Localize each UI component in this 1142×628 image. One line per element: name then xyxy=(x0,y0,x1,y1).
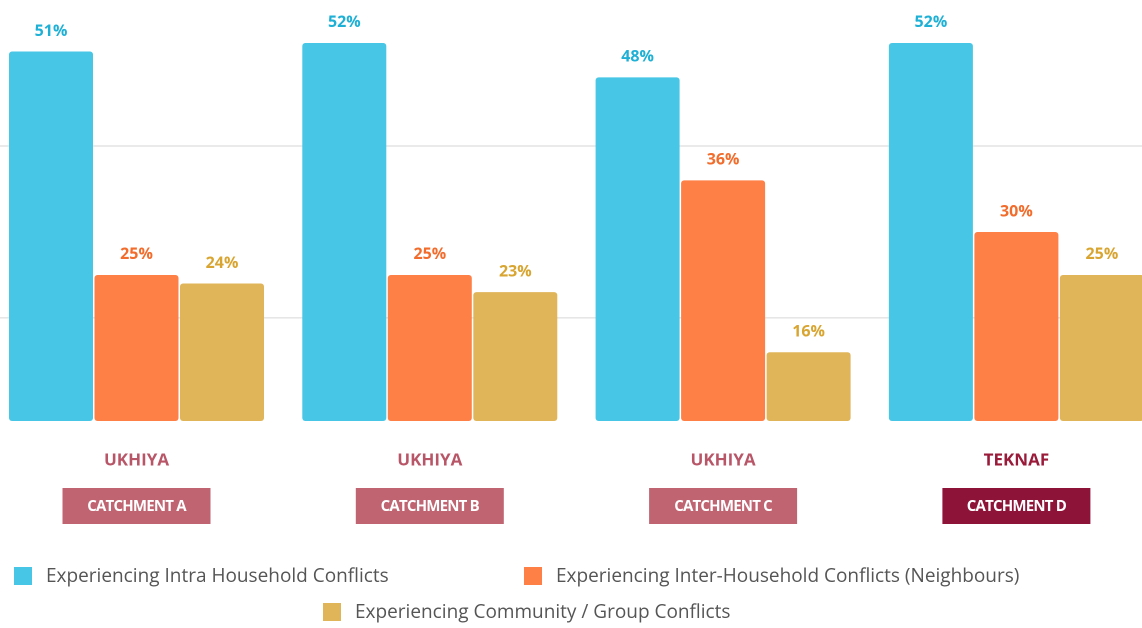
legend-swatch xyxy=(524,567,542,585)
legend-label: Experiencing Inter-Household Conflicts (… xyxy=(556,562,1019,588)
bar xyxy=(473,292,558,421)
value-label: 48% xyxy=(621,45,654,67)
value-label: 23% xyxy=(499,259,532,281)
district-label: UKHIYA xyxy=(104,448,169,471)
bar xyxy=(9,51,93,421)
value-label: 36% xyxy=(707,148,740,170)
category-badge xyxy=(355,488,504,524)
value-label: 52% xyxy=(328,10,361,32)
bar xyxy=(681,180,766,421)
value-label: 52% xyxy=(915,10,948,32)
category-badge xyxy=(62,488,211,524)
bar xyxy=(94,274,179,421)
category-badge xyxy=(649,488,798,524)
legend-label: Experiencing Community / Group Conflicts xyxy=(355,598,730,624)
district-label: UKHIYA xyxy=(691,448,756,471)
value-label: 25% xyxy=(413,242,446,264)
bar xyxy=(302,42,387,422)
bar xyxy=(766,352,851,421)
category-badge xyxy=(942,488,1091,524)
x-tick-label: CATCHMENT A xyxy=(87,496,187,516)
bar xyxy=(387,274,472,421)
district-label: UKHIYA xyxy=(397,448,462,471)
bar xyxy=(974,231,1059,421)
bar xyxy=(180,283,264,421)
value-label: 25% xyxy=(1086,242,1119,264)
legend-swatch xyxy=(14,567,32,585)
value-label: 16% xyxy=(792,320,825,342)
value-label: 30% xyxy=(1000,199,1033,221)
x-tick-label: CATCHMENT C xyxy=(674,496,773,516)
legend-swatch xyxy=(323,603,341,621)
x-tick-label: CATCHMENT B xyxy=(381,496,480,516)
bar xyxy=(1059,274,1142,421)
value-label: 24% xyxy=(206,251,239,273)
value-label: 51% xyxy=(35,19,68,41)
district-label: TEKNAF xyxy=(984,448,1050,471)
value-label: 25% xyxy=(120,242,153,264)
legend-label: Experiencing Intra Household Conflicts xyxy=(46,562,389,588)
bar xyxy=(595,77,680,421)
bar xyxy=(888,42,973,422)
x-tick-label: CATCHMENT D xyxy=(967,496,1067,516)
